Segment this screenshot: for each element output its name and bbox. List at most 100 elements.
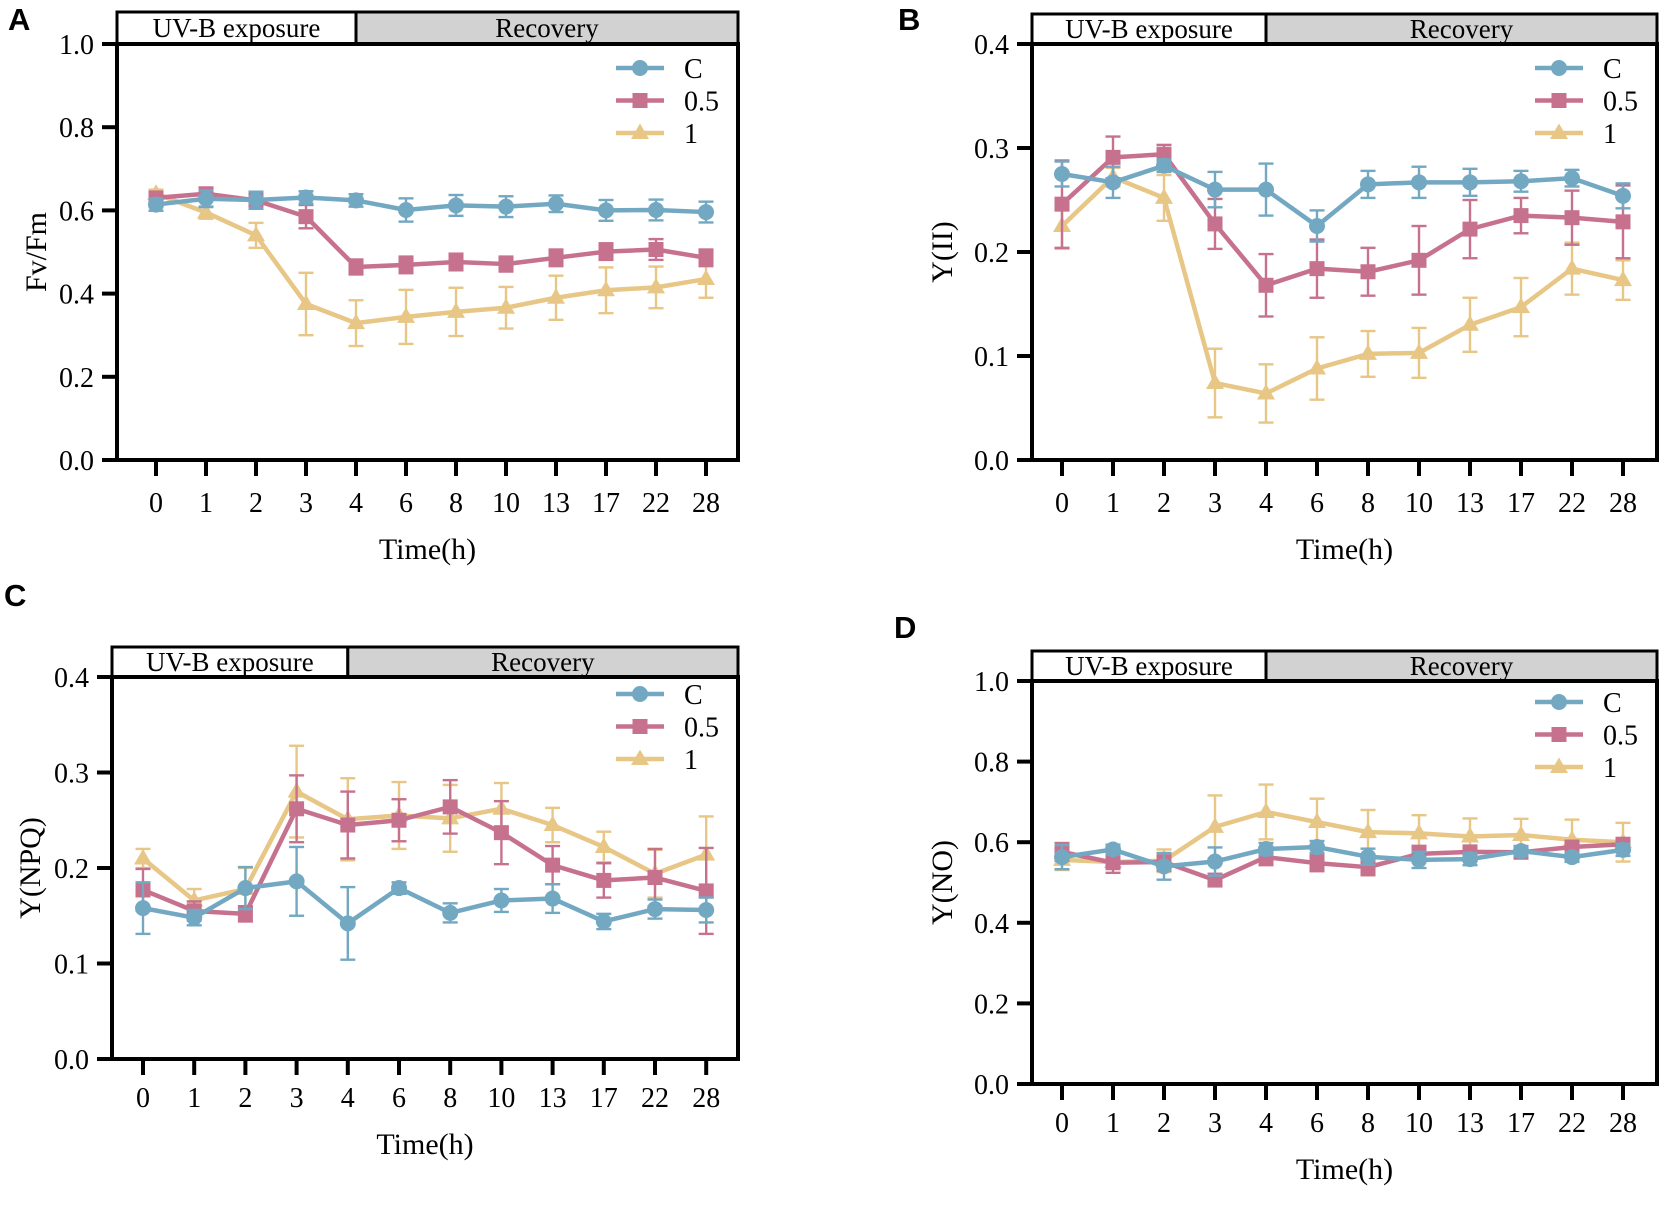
legend-marker-square	[1551, 93, 1567, 108]
y-axis-tick-label: 0.0	[974, 1070, 1009, 1101]
data-point-marker	[497, 298, 515, 314]
y-axis-tick-label: 0.4	[59, 280, 94, 311]
data-point-marker	[493, 825, 509, 841]
data-point-marker	[1512, 825, 1530, 841]
x-axis-tick-label: 4	[1259, 488, 1273, 519]
x-axis-title: Time(h)	[1296, 533, 1393, 566]
series-line	[140, 879, 709, 926]
data-point-marker	[594, 837, 613, 853]
x-axis-tick-label: 8	[449, 488, 463, 519]
y-axis-tick-label: 0.3	[974, 134, 1009, 165]
data-point-marker	[598, 202, 614, 219]
y-axis-tick-label: 0.1	[974, 342, 1009, 373]
data-point-marker	[398, 201, 414, 218]
legend-label: C	[684, 54, 703, 85]
data-point-marker	[447, 302, 465, 318]
legend-marker-triangle	[1550, 757, 1568, 773]
data-point-marker	[1461, 827, 1479, 843]
x-axis-tick-label: 13	[539, 1083, 567, 1114]
series-line	[140, 804, 709, 917]
data-point-marker	[698, 250, 714, 266]
data-point-marker	[1461, 315, 1479, 331]
x-axis-tick-label: 6	[1310, 1108, 1324, 1139]
series-0.5	[1054, 135, 1631, 318]
series-line	[153, 191, 709, 270]
data-point-marker	[1411, 174, 1427, 191]
data-point-marker	[1462, 174, 1478, 191]
data-point-marker	[1206, 817, 1224, 833]
data-point-marker	[340, 817, 356, 833]
y-axis-tick-label: 0.6	[974, 828, 1009, 859]
series-line	[153, 195, 709, 215]
x-axis-tick-label: 2	[1157, 488, 1171, 519]
y-axis-tick-label: 1.0	[59, 30, 94, 61]
legend-marker-circle	[632, 686, 648, 702]
data-point-marker	[1308, 812, 1326, 829]
x-axis-tick-label: 2	[249, 488, 263, 519]
y-axis-tick-label: 0.4	[974, 30, 1009, 61]
legend-marker-circle	[1551, 694, 1567, 710]
x-axis-tick-label: 13	[542, 488, 570, 519]
y-axis-tick-label: 0.0	[59, 446, 94, 477]
data-point-marker	[647, 277, 665, 294]
series-line	[1059, 151, 1626, 288]
y-axis-tick-label: 0.8	[59, 113, 94, 144]
x-axis-tick-label: 0	[1055, 488, 1069, 519]
x-axis-tick-label: 3	[290, 1083, 304, 1114]
data-point-marker	[1615, 214, 1631, 230]
legend: C0.51	[1535, 54, 1638, 150]
data-point-marker	[248, 192, 264, 208]
y-axis-tick-label: 1.0	[974, 667, 1009, 698]
data-point-marker	[297, 294, 315, 310]
data-point-marker	[135, 900, 151, 917]
data-point-marker	[448, 254, 464, 270]
x-axis-tick-label: 6	[1310, 488, 1324, 519]
series-C	[135, 845, 715, 961]
data-point-marker	[1054, 196, 1070, 212]
x-axis-tick-label: 22	[641, 1083, 669, 1114]
data-point-marker	[1257, 383, 1275, 400]
data-point-marker	[493, 892, 510, 909]
data-point-marker	[339, 915, 356, 932]
data-point-marker	[1054, 849, 1070, 866]
data-point-marker	[648, 201, 664, 218]
phase-band-recovery	[1264, 649, 1659, 683]
data-point-marker	[1513, 173, 1529, 190]
x-axis-tick-label: 28	[692, 488, 720, 519]
panel-letter-d: D	[894, 610, 917, 645]
data-point-marker	[1309, 839, 1325, 856]
legend-label: 0.5	[684, 713, 719, 744]
y-axis-tick-label: 0.8	[974, 748, 1009, 779]
data-point-marker	[1411, 851, 1427, 868]
x-axis-tick-label: 6	[399, 488, 413, 519]
data-point-marker	[596, 872, 612, 888]
x-axis-tick-label: 22	[1558, 1108, 1586, 1139]
x-axis-tick-label: 0	[149, 488, 163, 519]
x-axis-tick-label: 2	[238, 1083, 252, 1114]
data-point-marker	[1359, 344, 1377, 360]
data-point-marker	[198, 190, 214, 207]
phase-band-exposure-label: UV-B exposure	[1065, 14, 1233, 44]
data-point-marker	[597, 280, 615, 297]
data-point-marker	[545, 857, 561, 873]
x-axis-tick-label: 28	[1609, 1108, 1637, 1139]
series-0.5	[1054, 836, 1631, 888]
panel-a: UV-B exposure Recovery 0.0 0.2 0.4 0.6 0.8 1.0 0…	[20, 10, 740, 566]
panel-letter-b: B	[898, 2, 921, 37]
legend-label: 1	[684, 119, 698, 150]
data-point-marker	[1462, 221, 1478, 237]
data-point-marker	[289, 801, 305, 817]
data-point-marker	[598, 244, 614, 260]
data-point-marker	[1615, 841, 1631, 858]
data-point-marker	[288, 873, 305, 890]
data-point-marker	[1258, 841, 1274, 858]
data-point-marker	[698, 204, 714, 221]
legend-marker-triangle	[631, 749, 649, 765]
phase-band-recovery-label: Recovery	[491, 647, 595, 677]
x-axis-tick-label: 3	[1208, 488, 1222, 519]
x-axis-tick-label: 10	[1405, 488, 1433, 519]
data-point-marker	[1512, 297, 1530, 314]
legend-marker-triangle	[1550, 123, 1568, 139]
series-C	[148, 189, 714, 224]
y-axis-title: Y(NPQ)	[14, 817, 47, 919]
